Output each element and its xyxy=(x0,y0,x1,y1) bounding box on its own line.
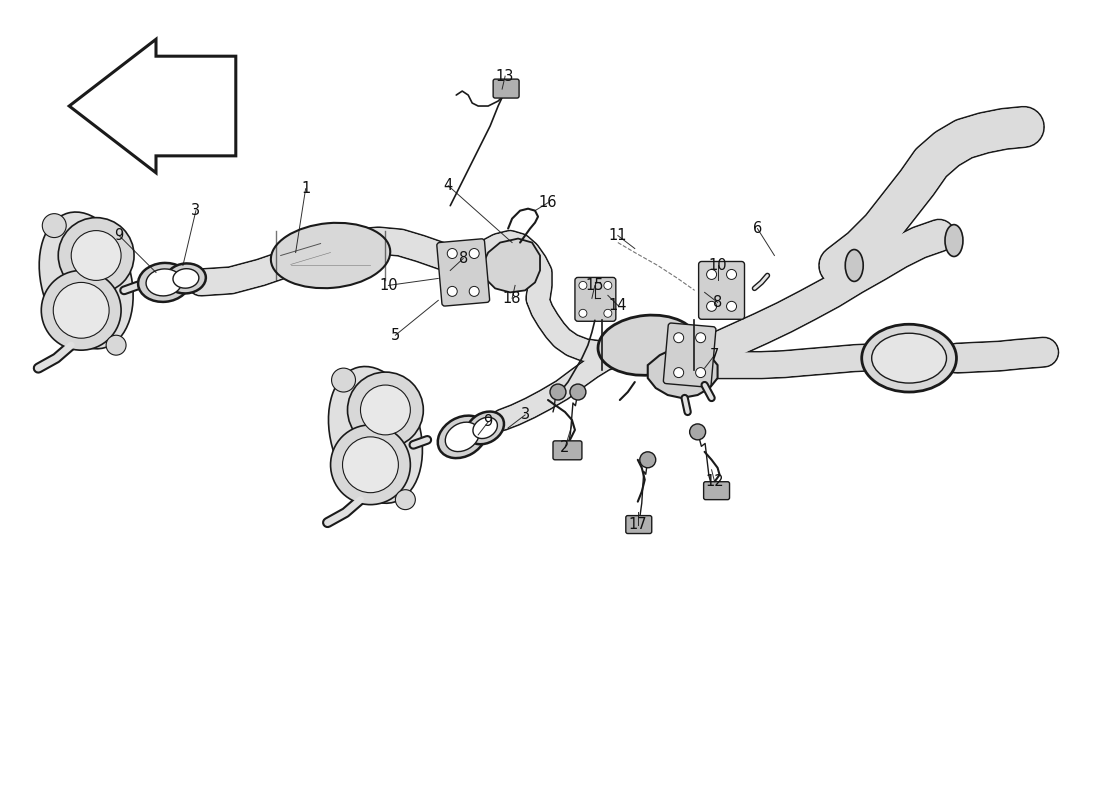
Polygon shape xyxy=(648,345,717,398)
Text: 12: 12 xyxy=(705,474,724,490)
Circle shape xyxy=(695,368,705,378)
Circle shape xyxy=(673,368,684,378)
Circle shape xyxy=(570,384,586,400)
FancyBboxPatch shape xyxy=(663,323,716,387)
Circle shape xyxy=(550,384,566,400)
Polygon shape xyxy=(69,39,235,173)
Ellipse shape xyxy=(945,225,962,257)
Circle shape xyxy=(331,368,355,392)
Text: 3: 3 xyxy=(191,203,200,218)
Text: 15: 15 xyxy=(585,278,604,293)
Text: 16: 16 xyxy=(539,195,558,210)
Circle shape xyxy=(58,218,134,294)
Ellipse shape xyxy=(845,250,864,282)
Text: 11: 11 xyxy=(608,228,627,243)
Circle shape xyxy=(448,249,458,258)
Circle shape xyxy=(706,270,716,279)
FancyBboxPatch shape xyxy=(698,262,745,319)
Text: 3: 3 xyxy=(520,407,529,422)
FancyBboxPatch shape xyxy=(704,482,729,500)
Circle shape xyxy=(727,302,737,311)
Circle shape xyxy=(448,286,458,296)
Circle shape xyxy=(690,424,705,440)
Text: 1: 1 xyxy=(301,182,310,196)
Circle shape xyxy=(604,310,612,318)
FancyBboxPatch shape xyxy=(553,441,582,460)
Text: 8: 8 xyxy=(459,251,468,266)
Ellipse shape xyxy=(861,324,957,392)
Text: 5: 5 xyxy=(390,328,400,342)
FancyBboxPatch shape xyxy=(626,515,651,534)
Ellipse shape xyxy=(438,416,486,458)
Circle shape xyxy=(470,249,480,258)
Ellipse shape xyxy=(271,223,390,288)
Circle shape xyxy=(348,372,424,448)
Circle shape xyxy=(342,437,398,493)
Circle shape xyxy=(395,490,416,510)
Ellipse shape xyxy=(466,411,504,444)
Circle shape xyxy=(673,333,684,342)
Ellipse shape xyxy=(329,366,422,503)
Circle shape xyxy=(53,282,109,338)
Ellipse shape xyxy=(173,269,199,288)
Text: 8: 8 xyxy=(713,295,723,310)
Text: 9: 9 xyxy=(484,414,493,430)
Circle shape xyxy=(72,230,121,281)
Ellipse shape xyxy=(473,418,497,438)
Circle shape xyxy=(727,270,737,279)
Text: 9: 9 xyxy=(114,228,123,243)
Circle shape xyxy=(42,270,121,350)
Circle shape xyxy=(706,302,716,311)
Circle shape xyxy=(695,333,705,342)
Circle shape xyxy=(604,282,612,290)
Ellipse shape xyxy=(139,263,190,302)
Text: 17: 17 xyxy=(628,517,647,532)
FancyBboxPatch shape xyxy=(437,239,490,306)
Text: 4: 4 xyxy=(443,178,453,194)
Text: 18: 18 xyxy=(503,291,521,306)
Circle shape xyxy=(106,335,127,355)
Text: 10: 10 xyxy=(708,258,727,273)
Ellipse shape xyxy=(166,263,206,294)
Circle shape xyxy=(361,385,410,435)
Ellipse shape xyxy=(446,422,480,451)
Circle shape xyxy=(579,310,587,318)
FancyBboxPatch shape xyxy=(575,278,616,322)
Ellipse shape xyxy=(598,315,697,375)
Circle shape xyxy=(579,282,587,290)
Polygon shape xyxy=(482,238,540,292)
Text: 14: 14 xyxy=(608,298,627,313)
Ellipse shape xyxy=(146,269,182,296)
Ellipse shape xyxy=(871,334,946,383)
Text: 13: 13 xyxy=(496,69,515,84)
Circle shape xyxy=(470,286,480,296)
Text: 10: 10 xyxy=(379,278,398,293)
Text: 6: 6 xyxy=(752,221,762,236)
Circle shape xyxy=(331,425,410,505)
Circle shape xyxy=(640,452,656,468)
Ellipse shape xyxy=(40,212,133,349)
Text: 2: 2 xyxy=(560,440,570,455)
FancyBboxPatch shape xyxy=(493,79,519,98)
Circle shape xyxy=(42,214,66,238)
Text: 7: 7 xyxy=(710,348,719,362)
